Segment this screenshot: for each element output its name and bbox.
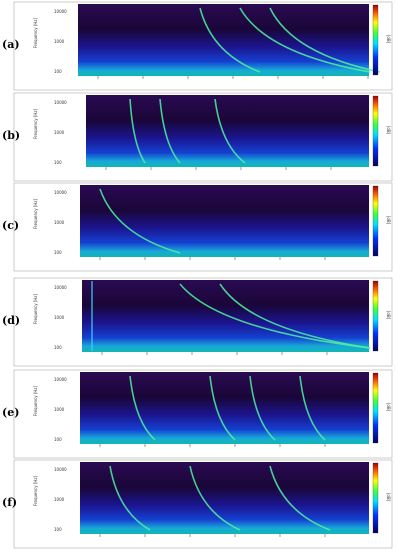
y-tick-label: 10000 bbox=[54, 467, 67, 472]
spectrogram bbox=[80, 185, 369, 257]
colorbar-label: [dB] bbox=[386, 216, 391, 225]
whistler-trace bbox=[199, 7, 261, 73]
y-axis-label: Frequency [Hz] bbox=[33, 475, 38, 506]
colorbar-label: [dB] bbox=[386, 35, 391, 44]
panel-label: (e) bbox=[2, 406, 19, 419]
panel-label: (f) bbox=[2, 496, 17, 509]
whistler-trace bbox=[189, 465, 241, 531]
colorbar-label: [dB] bbox=[386, 403, 391, 412]
panel: (c) Frequency [Hz] 10000 1000 100 [dB] bbox=[2, 182, 393, 272]
y-tick-label: 1000 bbox=[54, 315, 65, 320]
panel: (f) Frequency [Hz] 10000 1000 100 [dB] bbox=[2, 459, 393, 549]
y-tick-label: 100 bbox=[54, 69, 62, 74]
whistler-trace bbox=[219, 283, 371, 349]
y-axis-label: Frequency [Hz] bbox=[33, 17, 38, 48]
y-tick-label: 1000 bbox=[54, 497, 65, 502]
panel: (e) Frequency [Hz] 10000 1000 100 [dB] bbox=[2, 369, 393, 459]
panel-label: (a) bbox=[2, 38, 20, 51]
panel-label: (b) bbox=[2, 129, 20, 142]
y-axis-label: Frequency [Hz] bbox=[33, 293, 38, 324]
whistler-trace bbox=[209, 375, 236, 441]
colorbar-label: [dB] bbox=[386, 126, 391, 135]
y-tick-label: 100 bbox=[54, 345, 62, 350]
spectrogram bbox=[80, 462, 369, 534]
whistler-trace bbox=[269, 7, 381, 73]
y-tick-label: 10000 bbox=[54, 285, 67, 290]
y-tick-label: 100 bbox=[54, 437, 62, 442]
y-tick-label: 1000 bbox=[54, 220, 65, 225]
colorbar-label: [dB] bbox=[386, 493, 391, 502]
y-tick-label: 100 bbox=[54, 250, 62, 255]
spectrogram bbox=[78, 4, 369, 76]
y-tick-label: 100 bbox=[54, 527, 62, 532]
y-tick-label: 10000 bbox=[54, 377, 67, 382]
whistler-trace bbox=[159, 98, 181, 164]
whistler-trace bbox=[239, 7, 371, 73]
y-axis-label: Frequency [Hz] bbox=[33, 385, 38, 416]
whistler-trace bbox=[269, 465, 331, 531]
y-tick-label: 10000 bbox=[54, 100, 67, 105]
whistler-trace bbox=[129, 98, 146, 164]
spectrogram bbox=[80, 372, 369, 444]
colorbar bbox=[372, 280, 379, 352]
whistler-trace bbox=[129, 375, 156, 441]
spectrogram bbox=[86, 95, 369, 167]
colorbar bbox=[372, 4, 379, 76]
colorbar bbox=[372, 95, 379, 167]
whistler-trace bbox=[249, 375, 276, 441]
y-tick-label: 100 bbox=[54, 160, 62, 165]
panel-label: (d) bbox=[2, 314, 20, 327]
panel: (b) Frequency [Hz] 10000 1000 100 [dB] bbox=[2, 92, 393, 182]
y-axis-label: Frequency [Hz] bbox=[33, 198, 38, 229]
panel-label: (c) bbox=[2, 219, 19, 232]
y-tick-label: 10000 bbox=[54, 190, 67, 195]
panel: (d) Frequency [Hz] 10000 1000 100 [dB] bbox=[2, 277, 393, 367]
y-tick-label: 10000 bbox=[54, 9, 67, 14]
panel: (a) Frequency [Hz] 10000 1000 100 [dB] bbox=[2, 1, 393, 91]
y-axis-label: Frequency [Hz] bbox=[33, 108, 38, 139]
whistler-trace bbox=[99, 188, 181, 254]
whistler-trace bbox=[109, 465, 151, 531]
colorbar bbox=[372, 372, 379, 444]
y-tick-label: 1000 bbox=[54, 39, 65, 44]
whistler-trace bbox=[179, 283, 371, 349]
colorbar bbox=[372, 185, 379, 257]
colorbar-label: [dB] bbox=[386, 311, 391, 320]
y-tick-label: 1000 bbox=[54, 130, 65, 135]
colorbar bbox=[372, 462, 379, 534]
y-tick-label: 1000 bbox=[54, 407, 65, 412]
whistler-trace bbox=[214, 98, 246, 164]
whistler-trace bbox=[299, 375, 326, 441]
